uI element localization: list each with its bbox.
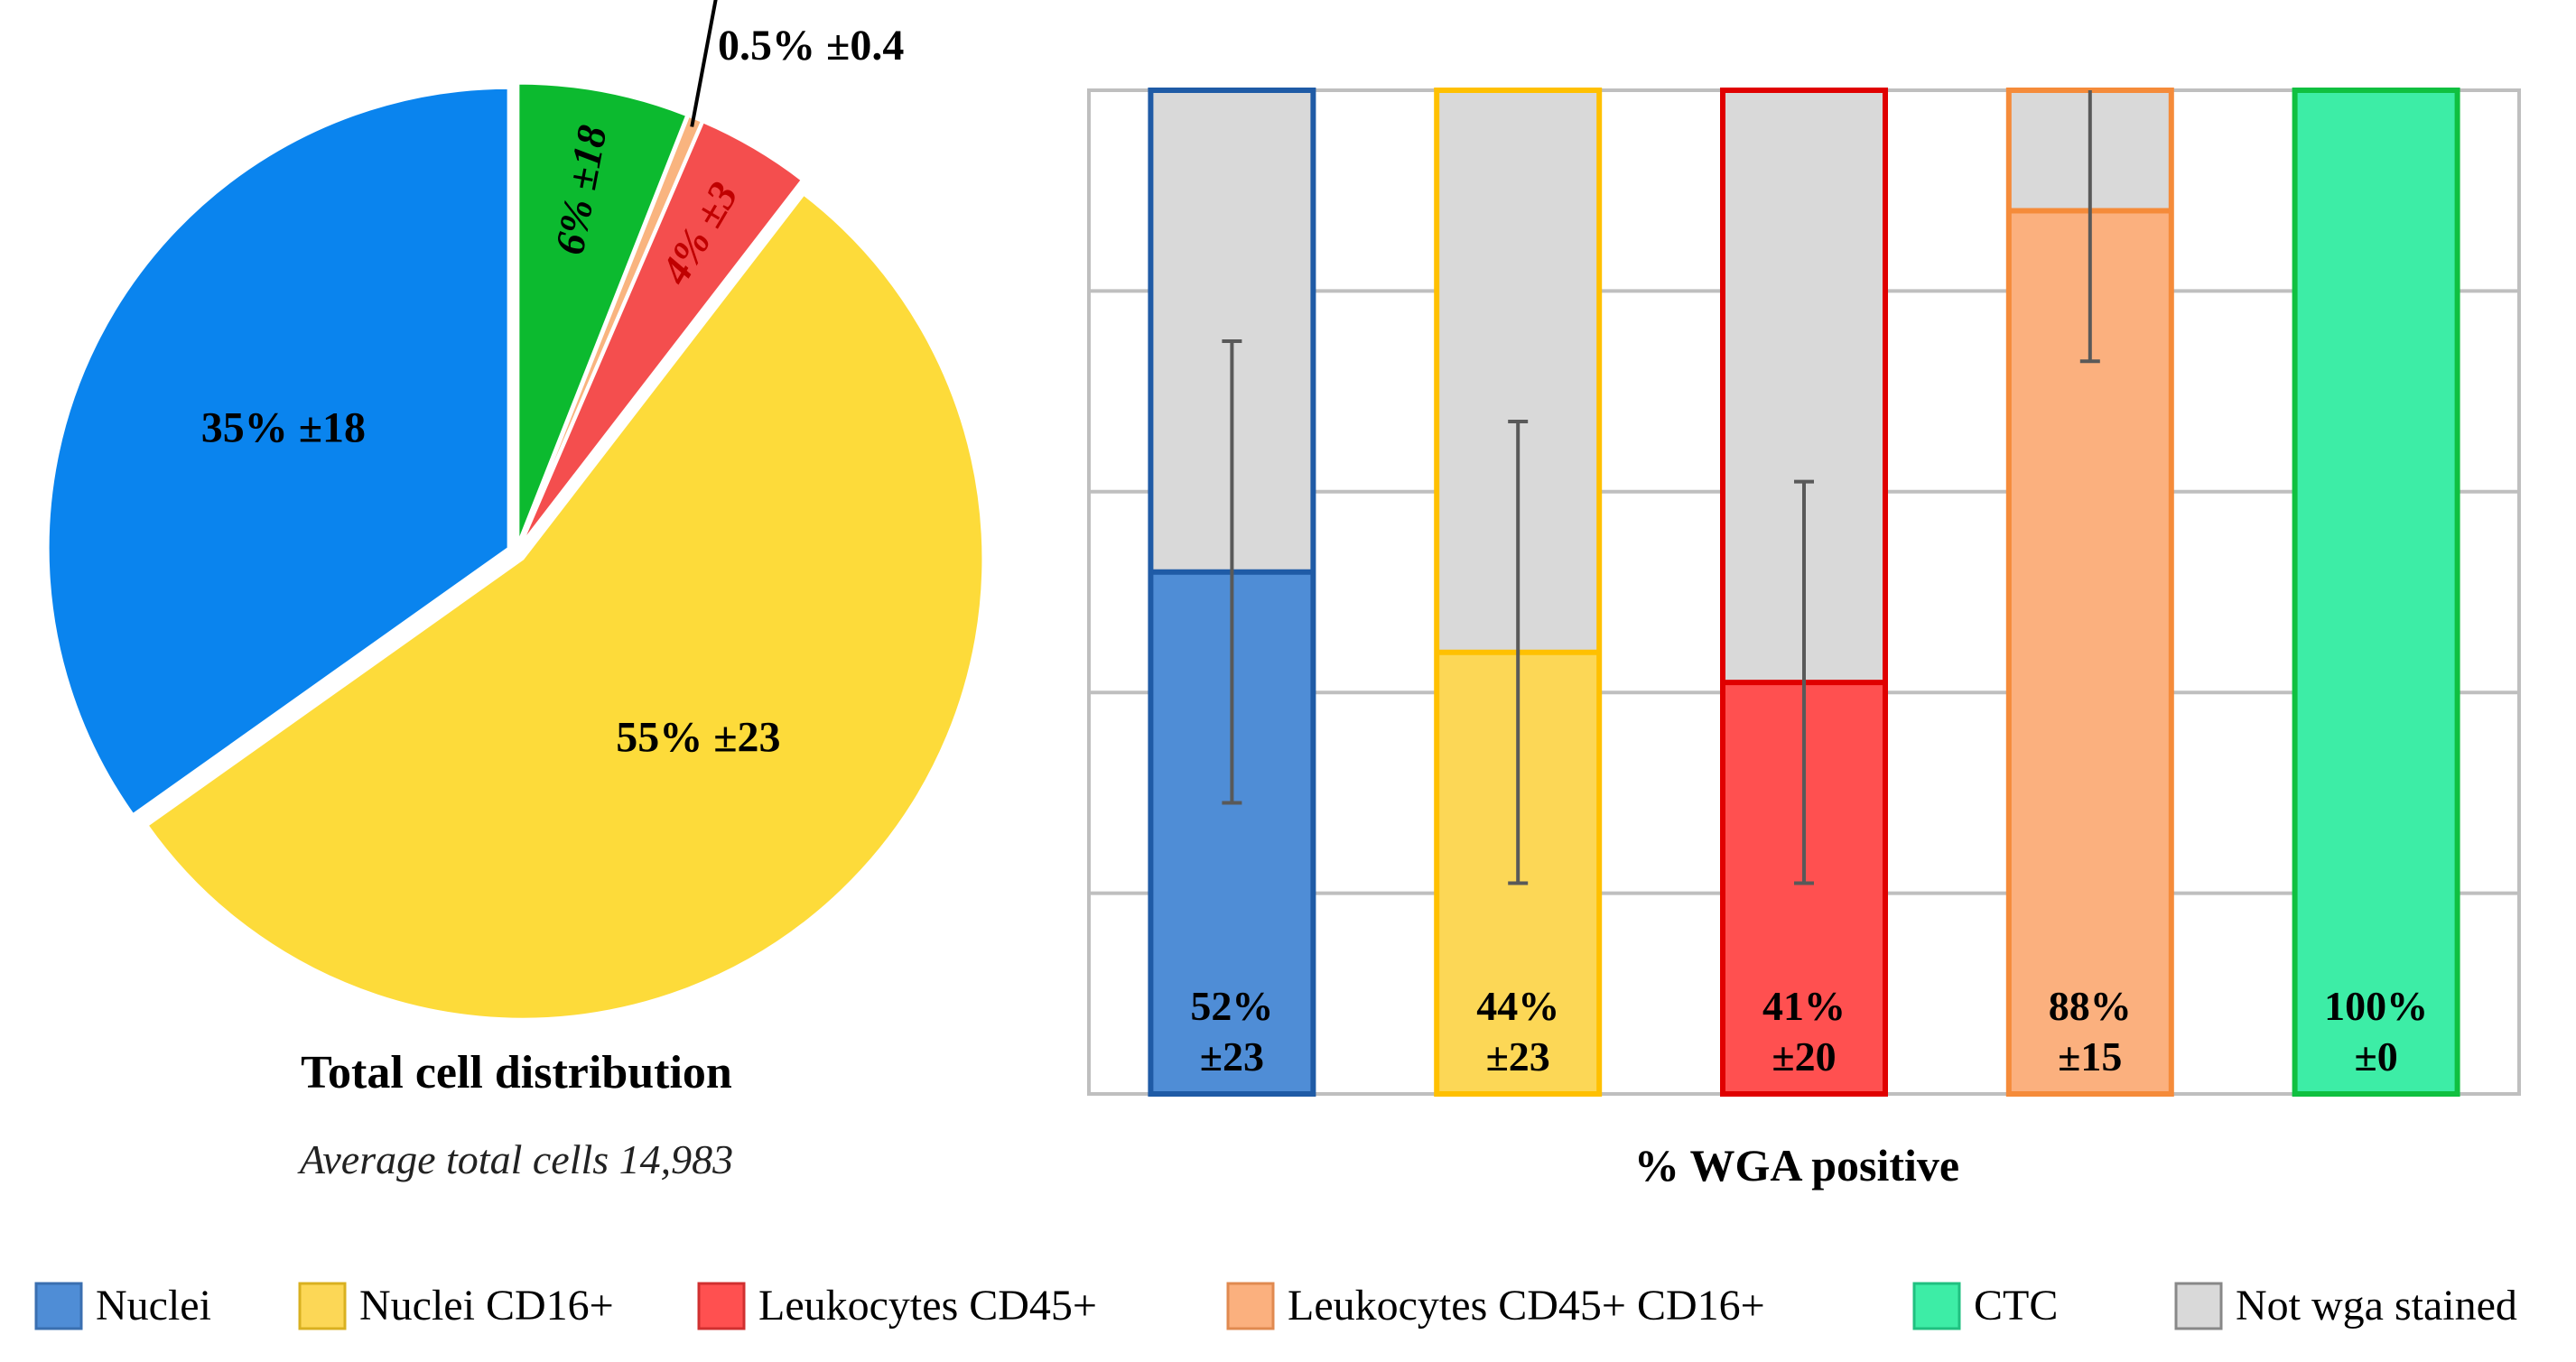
error-bar-leukocytes-cd45 [1794,479,1814,885]
legend-swatch [298,1282,347,1330]
legend: Nuclei Nuclei CD16+ Leukocytes CD45+ Leukoc… [34,1282,2517,1330]
legend-label: CTC [1974,1282,2058,1330]
error-bar-nuclei-cd16 [1508,419,1529,885]
pie-title: Total cell distribution [301,1047,732,1098]
bar-error-label-leukocytes-cd45-cd16: ±15 [2058,1033,2122,1079]
pie-slice-nuclei-cd16 [144,192,985,1021]
legend-label: Leukocytes CD45+ [758,1282,1097,1330]
legend-swatch [1912,1282,1961,1330]
bar-value-label-ctc: 100% [2324,983,2428,1029]
legend-item-nuclei-cd16: Nuclei CD16+ [298,1282,614,1330]
bar-outline-nuclei-cd16 [1434,88,1603,1097]
legend-item-leukocytes-cd45-cd16: Leukocytes CD45+ CD16+ [1226,1282,1765,1330]
pie-callout-line [690,0,718,127]
bar-outline-nuclei [1148,88,1316,1097]
legend-label: Not wga stained [2236,1282,2517,1330]
bar-value-label-leukocytes-cd45-cd16: 88% [2049,983,2132,1029]
legend-item-not-wga-stained: Not wga stained [2174,1282,2517,1330]
pie-slice-ctc [516,81,689,544]
bar-value-label-nuclei: 52% [1190,983,1273,1029]
bar-value-label-leukocytes-cd45: 41% [1762,983,1846,1029]
pie-subtitle: Average total cells 14,983 [297,1136,733,1182]
legend-label: Nuclei [96,1282,211,1330]
legend-swatch [2174,1282,2223,1330]
bar-outline-leukocytes-cd45 [1720,88,1888,1097]
legend-swatch [1226,1282,1275,1330]
pie-slice-leukocytes-cd45 [519,119,804,546]
pie-slice-nuclei [46,86,510,817]
legend-item-leukocytes-cd45: Leukocytes CD45+ [697,1282,1097,1330]
legend-swatch [697,1282,746,1330]
bar-wga-positive-ctc [2294,90,2458,1094]
pie-label-leukocytes-cd45-cd16: 0.5% ±0.4 [718,22,904,69]
error-bar-leukocytes-cd45-cd16 [2079,90,2100,364]
legend-label: Leukocytes CD45+ CD16+ [1288,1282,1765,1330]
bar-outline-ctc [2292,88,2460,1097]
bar-error-label-ctc: ±0 [2354,1033,2397,1079]
pie-label-nuclei: 35% ±18 [201,404,366,452]
bar-error-label-nuclei: ±23 [1200,1033,1264,1079]
legend-item-nuclei: Nuclei [34,1282,211,1330]
bar-error-label-leukocytes-cd45: ±20 [1772,1033,1836,1079]
legend-item-ctc: CTC [1912,1282,2058,1330]
pie-label-nuclei-cd16: 55% ±23 [616,713,780,761]
legend-swatch [34,1282,83,1330]
legend-label: Nuclei CD16+ [359,1282,614,1330]
error-bar-nuclei [1222,339,1242,805]
bar-value-label-nuclei-cd16: 44% [1476,983,1559,1029]
bar-error-label-nuclei-cd16: ±23 [1486,1033,1550,1079]
bar-x-axis-label: % WGA positive [1634,1140,1959,1191]
